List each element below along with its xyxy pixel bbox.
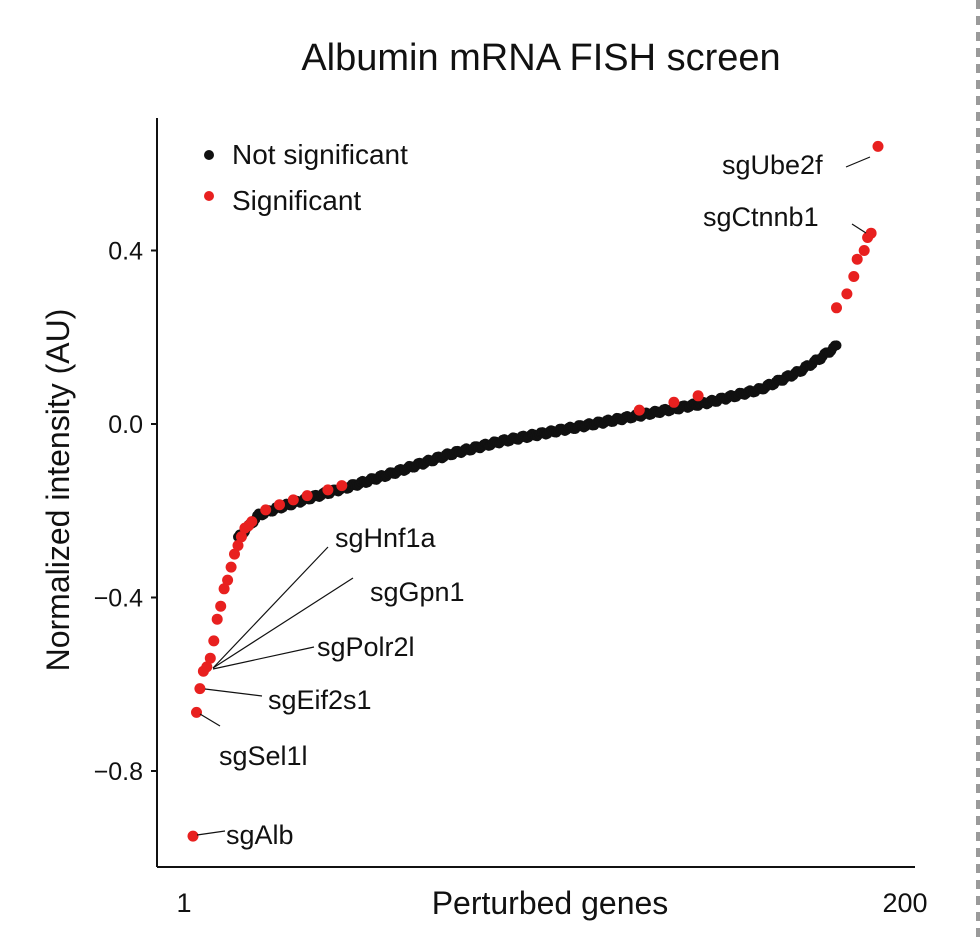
point-significant bbox=[211, 613, 223, 625]
y-tick-label: 0.0 bbox=[108, 411, 143, 439]
legend: Not significant Significant bbox=[204, 139, 408, 216]
point-significant bbox=[865, 227, 877, 239]
point-significant bbox=[194, 683, 206, 695]
point-significant bbox=[851, 253, 863, 265]
annotation-label: sgSel1l bbox=[219, 741, 308, 771]
point-significant bbox=[260, 504, 272, 516]
legend-marker-significant bbox=[204, 191, 214, 201]
point-significant bbox=[201, 661, 213, 673]
point-significant bbox=[232, 540, 244, 551]
point-significant bbox=[841, 288, 853, 300]
annotation-label: sgGpn1 bbox=[370, 577, 465, 607]
point-significant bbox=[858, 245, 870, 256]
point-significant bbox=[287, 494, 299, 506]
point-significant bbox=[225, 561, 237, 573]
annotation-label: sgAlb bbox=[226, 820, 294, 850]
annotation-label: sgPolr2l bbox=[317, 632, 415, 662]
point-significant bbox=[187, 830, 199, 842]
point-significant bbox=[633, 404, 645, 416]
point-significant bbox=[831, 302, 842, 314]
point-significant bbox=[191, 706, 202, 718]
point-significant bbox=[274, 499, 285, 511]
y-ticks: 0.4 0.0 −0.4 −0.8 bbox=[94, 238, 157, 786]
data-points bbox=[187, 140, 884, 842]
point-significant bbox=[246, 516, 258, 528]
annotation-leader-line bbox=[851, 223, 867, 234]
point-significant bbox=[204, 652, 216, 664]
point-significant bbox=[235, 531, 247, 543]
point-significant bbox=[222, 574, 234, 586]
chart-title: Albumin mRNA FISH screen bbox=[301, 37, 780, 79]
point-not-significant bbox=[831, 340, 842, 351]
legend-marker-not-significant bbox=[204, 150, 214, 160]
x-axis-label: Perturbed genes bbox=[432, 885, 669, 921]
page-edge-dashed-border bbox=[976, 0, 980, 937]
annotation-leader-line bbox=[212, 646, 315, 670]
point-significant bbox=[218, 583, 230, 595]
y-axis-label: Normalized intensity (AU) bbox=[40, 309, 76, 672]
y-tick-label: −0.4 bbox=[94, 585, 143, 613]
annotation-leader-line bbox=[212, 577, 354, 669]
annotation-label: sgEif2s1 bbox=[268, 685, 372, 715]
point-significant bbox=[322, 484, 334, 496]
y-tick-label: 0.4 bbox=[108, 238, 143, 266]
y-tick-label: −0.8 bbox=[94, 758, 143, 786]
annotation-label: sgUbe2f bbox=[722, 150, 823, 180]
annotation-leader-line bbox=[199, 713, 221, 727]
legend-label-significant: Significant bbox=[232, 185, 361, 216]
point-significant bbox=[301, 490, 313, 502]
annotations: sgUbe2f sgCtnnb1 sgHnf1a sgGpn1 sgPolr2l sgEi… bbox=[196, 150, 871, 850]
point-significant bbox=[848, 271, 860, 282]
point-significant bbox=[872, 140, 884, 152]
legend-label-not-significant: Not significant bbox=[232, 139, 408, 170]
annotation-leader-line bbox=[204, 688, 263, 697]
axes bbox=[156, 118, 915, 868]
annotation-leader-line bbox=[196, 830, 226, 836]
point-significant bbox=[692, 390, 704, 402]
x-tick-label-end: 200 bbox=[882, 888, 927, 918]
annotation-label: sgCtnnb1 bbox=[703, 202, 819, 232]
point-significant bbox=[336, 480, 348, 492]
x-tick-label-start: 1 bbox=[176, 888, 191, 918]
point-significant bbox=[215, 600, 227, 612]
annotation-leader-line bbox=[212, 546, 329, 669]
annotation-label: sgHnf1a bbox=[335, 523, 437, 553]
annotation-leader-line bbox=[845, 156, 871, 168]
point-significant bbox=[208, 635, 220, 647]
point-significant bbox=[668, 396, 680, 408]
point-significant bbox=[229, 548, 240, 560]
